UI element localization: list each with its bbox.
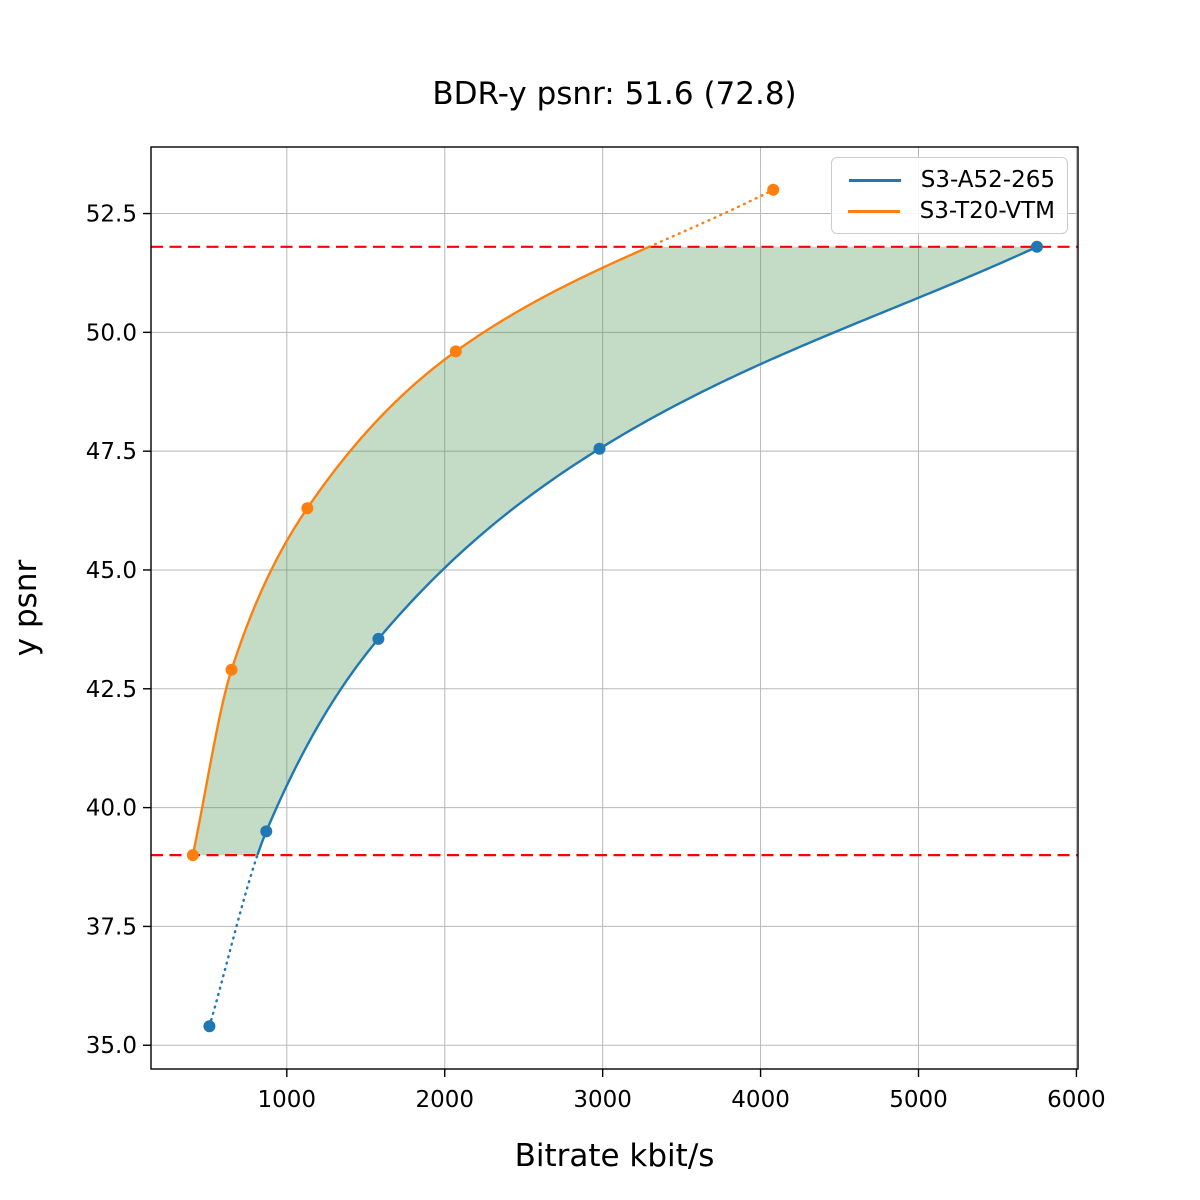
bd-shaded-region — [192, 246, 1037, 856]
series-0-line — [256, 245, 1038, 856]
chart-title: BDR-y psnr: 51.6 (72.8) — [432, 76, 797, 112]
series-1-line — [191, 245, 650, 856]
y-tick-label: 50.0 — [86, 320, 137, 346]
series-1-dotted-segment — [647, 188, 775, 248]
data-point — [301, 502, 314, 515]
x-tick-label: 1000 — [258, 1087, 317, 1113]
data-point — [260, 825, 273, 838]
legend-label-series-0: S3-A52-265 — [920, 167, 1055, 193]
x-tick-label: 6000 — [1047, 1087, 1106, 1113]
data-point — [767, 183, 780, 196]
data-point — [372, 632, 385, 645]
y-tick-label: 52.5 — [86, 202, 137, 228]
x-tick-label: 3000 — [573, 1087, 632, 1113]
y-tick-label: 42.5 — [86, 677, 137, 703]
series-1-markers — [186, 183, 780, 862]
y-tick-label: 35.0 — [86, 1033, 137, 1059]
axis-ticks: 1000 2000 3000 4000 5000 6000 35.0 37.5 40.0 42.5… — [86, 202, 1106, 1113]
data-point — [449, 345, 462, 358]
legend-line-sample-orange — [847, 209, 900, 213]
x-tick-label: 5000 — [889, 1087, 948, 1113]
legend-label-series-1: S3-T20-VTM — [919, 198, 1055, 224]
legend-item-series-1: S3-T20-VTM — [842, 198, 1055, 224]
y-tick-label: 37.5 — [86, 914, 137, 940]
series-0-dotted-segment — [208, 853, 259, 1028]
legend: S3-A52-265 S3-T20-VTM — [831, 157, 1068, 234]
data-point — [225, 663, 238, 676]
data-point — [1030, 240, 1043, 253]
y-tick-label: 47.5 — [86, 439, 137, 465]
bd-bound-lines — [151, 245, 1078, 857]
data-point — [186, 849, 199, 862]
x-axis-label: Bitrate kbit/s — [514, 1138, 715, 1174]
legend-line-sample-blue — [848, 178, 901, 182]
data-point — [203, 1020, 216, 1033]
y-tick-label: 45.0 — [86, 558, 137, 584]
y-tick-label: 40.0 — [86, 796, 137, 822]
data-point — [593, 442, 606, 455]
x-tick-label: 4000 — [731, 1087, 790, 1113]
legend-item-series-0: S3-A52-265 — [842, 167, 1055, 193]
x-tick-label: 2000 — [415, 1087, 474, 1113]
axes-frame — [150, 146, 1079, 1070]
series-0-markers — [203, 240, 1043, 1033]
